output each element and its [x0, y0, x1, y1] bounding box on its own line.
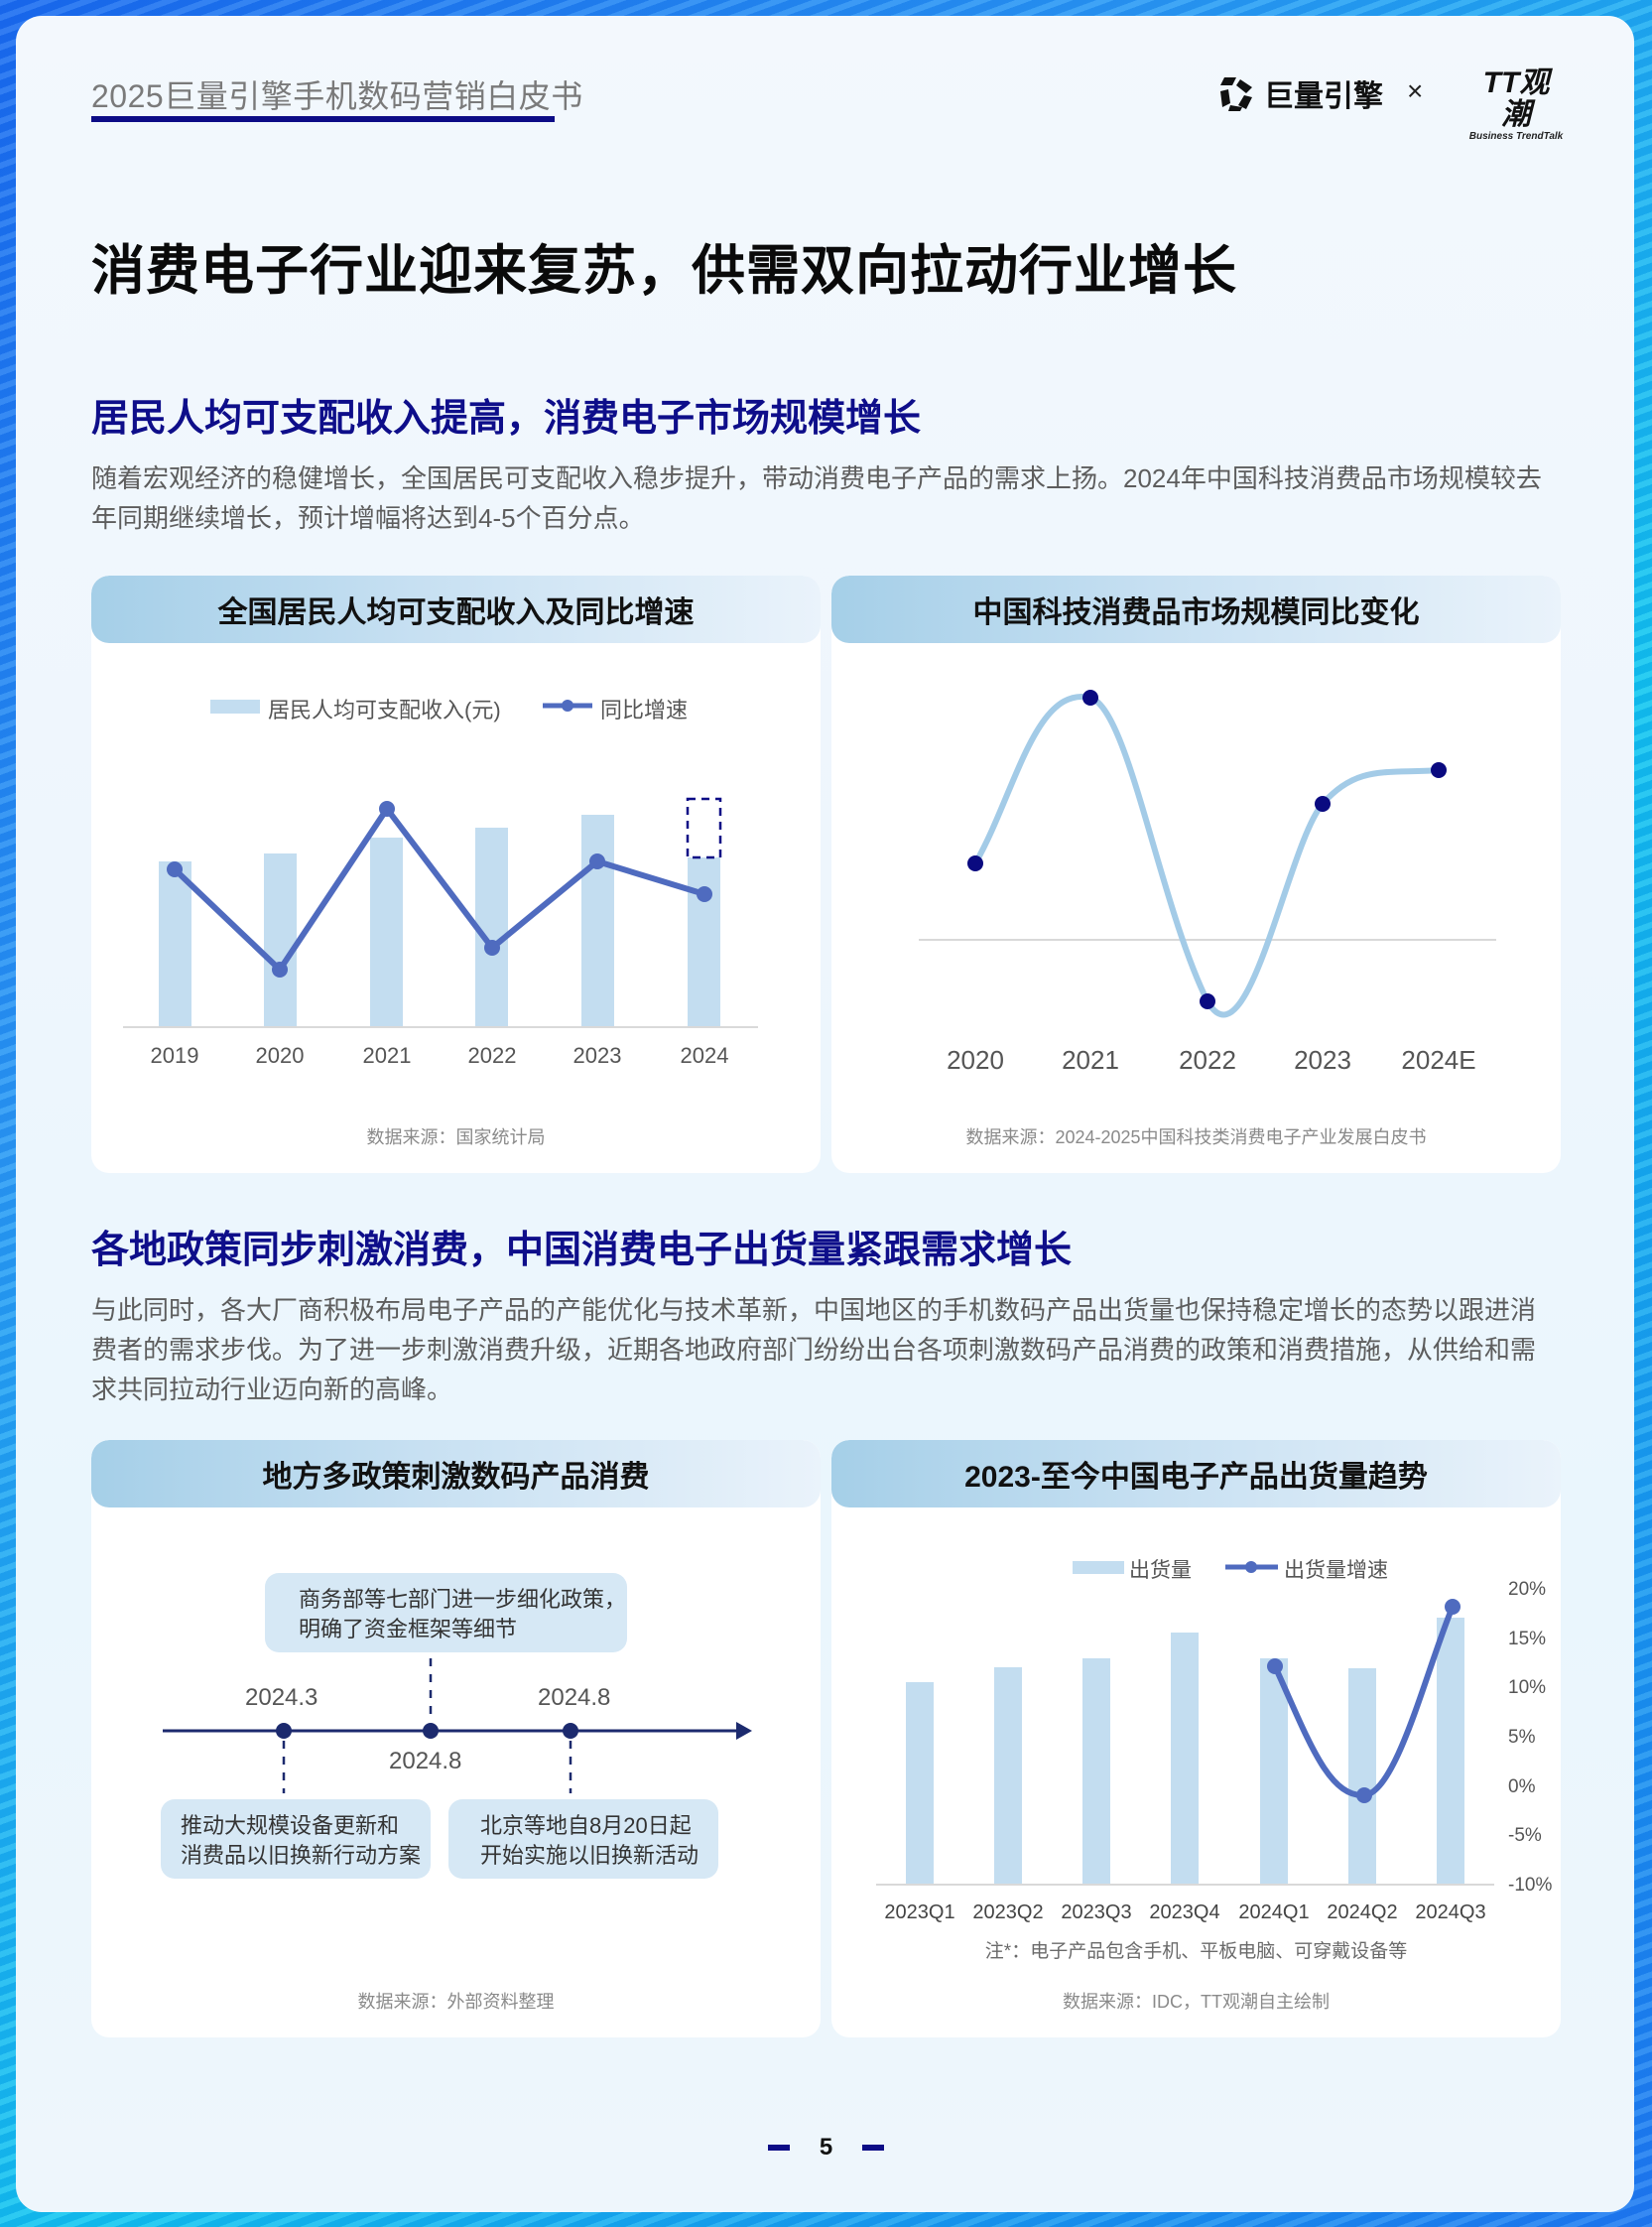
- legend-bar-swatch: [210, 700, 260, 714]
- ocean-engine-wordmark: 巨量引擎: [1264, 80, 1383, 113]
- income-bars: [159, 815, 720, 1026]
- svg-text:2023: 2023: [1294, 1045, 1351, 1075]
- event1-date: 2024.3: [245, 1684, 318, 1711]
- svg-text:2024Q2: 2024Q2: [1327, 1901, 1397, 1923]
- tt-subtitle: Business TrendTalk: [1468, 131, 1564, 142]
- policy-timeline-card: 地方多政策刺激数码产品消费 2024.3 2024.8 2024.8 商务部等七…: [91, 1440, 821, 2037]
- income-chart-title: 全国居民人均可支配收入及同比增速: [91, 576, 821, 643]
- page-number: 5: [0, 2134, 1652, 2162]
- market-chart: 2020 2021 2022 2023 2024E: [919, 690, 1496, 1075]
- estimate-dashed-box: [686, 797, 722, 859]
- svg-text:-5%: -5%: [1508, 1825, 1542, 1846]
- event2-date: 2024.8: [389, 1748, 462, 1774]
- shipments-chart-card: 2023-至今中国电子产品出货量趋势 20% 15% 10% 5% 0% -5% -10%…: [831, 1440, 1561, 2037]
- svg-text:2020: 2020: [256, 1043, 305, 1068]
- svg-text:2022: 2022: [468, 1043, 517, 1068]
- section2-title: 各地政策同步刺激消费，中国消费电子出货量紧跟需求增长: [91, 1230, 1073, 1271]
- shipments-source: 数据来源：IDC，TT观潮自主绘制: [1063, 1992, 1330, 2012]
- shipments-chart: 20% 15% 10% 5% 0% -5% -10% 2023Q1 2023Q2 2023Q3…: [876, 1561, 1552, 1923]
- svg-text:5%: 5%: [1508, 1727, 1536, 1748]
- svg-text:2022: 2022: [1179, 1045, 1236, 1075]
- page-dash-right: [862, 2145, 885, 2151]
- market-chart-source: 数据来源：2024-2025中国科技类消费电子产业发展白皮书: [965, 1127, 1427, 1147]
- section1-body: 随着宏观经济的稳健增长，全国居民可支配收入稳步提升，带动消费电子产品的需求上扬。…: [91, 463, 1542, 533]
- market-chart-card: 中国科技消费品市场规模同比变化 2020 2021 2022 2023 2024E 数…: [831, 576, 1561, 1173]
- income-chart: 2019 2020 2021 2022 2023 2024: [123, 700, 758, 1068]
- svg-text:-10%: -10%: [1508, 1875, 1552, 1896]
- svg-text:20%: 20%: [1508, 1579, 1546, 1600]
- document-title: 2025巨量引擎手机数码营销白皮书: [91, 78, 583, 114]
- tt-wordmark: TT观潮: [1482, 66, 1550, 131]
- market-markers: [967, 690, 1447, 1009]
- x-axis-labels: 2019 2020 2021 2022 2023 2024: [151, 1043, 729, 1068]
- shipments-note: 注*：电子产品包含手机、平板电脑、可穿戴设备等: [984, 1941, 1408, 1962]
- legend-bar-label: 居民人均可支配收入(元): [268, 698, 501, 722]
- svg-text:15%: 15%: [1508, 1629, 1546, 1649]
- event1-box: 推动大规模设备更新和 消费品以旧换新行动方案: [161, 1799, 431, 1879]
- timeline-arrow-icon: [736, 1722, 752, 1740]
- svg-text:2023Q3: 2023Q3: [1061, 1901, 1131, 1923]
- svg-text:2023: 2023: [573, 1043, 622, 1068]
- page-title: 消费电子行业迎来复苏，供需双向拉动行业增长: [91, 241, 1237, 301]
- policy-timeline-title: 地方多政策刺激数码产品消费: [91, 1440, 821, 1507]
- market-chart-title: 中国科技消费品市场规模同比变化: [831, 576, 1561, 643]
- page-number-value: 5: [819, 2134, 833, 2161]
- x-axis-labels: 2023Q1 2023Q2 2023Q3 2023Q4 2024Q1 2024Q2 202…: [884, 1901, 1485, 1923]
- legend-bar-swatch: [1073, 1561, 1124, 1574]
- income-chart-source: 数据来源：国家统计局: [366, 1127, 546, 1147]
- svg-text:2021: 2021: [1062, 1045, 1119, 1075]
- timeline-markers: [276, 1723, 578, 1739]
- policy-source: 数据来源：外部资料整理: [357, 1992, 555, 2012]
- svg-text:10%: 10%: [1508, 1677, 1546, 1698]
- ocean-engine-icon: [1220, 77, 1252, 111]
- event2-text-line1: 商务部等七部门进一步细化政策，: [299, 1587, 627, 1612]
- svg-text:0%: 0%: [1508, 1776, 1536, 1797]
- growth-line: [172, 806, 705, 973]
- income-chart-card: 全国居民人均可支配收入及同比增速 2019 2020 2021 2022 2023 20…: [91, 576, 821, 1173]
- event3-text-line1: 北京等地自8月20日起: [480, 1813, 692, 1838]
- event1-text-line1: 推动大规模设备更新和: [181, 1813, 400, 1838]
- x-axis-labels: 2020 2021 2022 2023 2024E: [947, 1045, 1476, 1075]
- page-dash-left: [767, 2145, 790, 2151]
- policy-timeline: [163, 1658, 752, 1793]
- y2-axis-labels: 20% 15% 10% 5% 0% -5% -10%: [1508, 1579, 1552, 1896]
- tt-trendtalk-logo: TT观潮 Business TrendTalk: [1468, 66, 1564, 143]
- market-curve: [972, 693, 1440, 1018]
- event2-box: 商务部等七部门进一步细化政策， 明确了资金框架等细节: [265, 1573, 627, 1652]
- event3-text-line2: 开始实施以旧换新活动: [480, 1843, 699, 1868]
- event1-text-line2: 消费品以旧换新行动方案: [181, 1843, 422, 1868]
- event2-text-line2: 明确了资金框架等细节: [299, 1617, 518, 1641]
- event3-box: 北京等地自8月20日起 开始实施以旧换新活动: [448, 1799, 718, 1879]
- svg-text:2024Q3: 2024Q3: [1415, 1901, 1485, 1923]
- ocean-engine-logo: 巨量引擎: [1216, 71, 1383, 115]
- shipments-chart-title: 2023-至今中国电子产品出货量趋势: [831, 1440, 1561, 1507]
- svg-text:2023Q1: 2023Q1: [884, 1901, 954, 1923]
- svg-text:2020: 2020: [947, 1045, 1004, 1075]
- legend-line-label: 出货量增速: [1284, 1559, 1388, 1582]
- section2-body: 与此同时，各大厂商积极布局电子产品的产能优化与技术革新，中国地区的手机数码产品出…: [91, 1295, 1537, 1404]
- title-underline: [91, 116, 555, 122]
- svg-text:2021: 2021: [363, 1043, 412, 1068]
- shipment-bars: [906, 1618, 1464, 1884]
- svg-text:2024E: 2024E: [1401, 1045, 1475, 1075]
- svg-text:2023Q4: 2023Q4: [1149, 1901, 1219, 1923]
- svg-text:2024: 2024: [681, 1043, 729, 1068]
- event3-date: 2024.8: [538, 1684, 611, 1711]
- svg-text:2019: 2019: [151, 1043, 199, 1068]
- legend-line-label: 同比增速: [600, 698, 689, 722]
- collab-separator: ×: [1407, 75, 1424, 106]
- legend-bar-label: 出货量: [1129, 1559, 1192, 1582]
- svg-text:2023Q2: 2023Q2: [972, 1901, 1043, 1923]
- svg-text:2024Q1: 2024Q1: [1238, 1901, 1309, 1923]
- section1-title: 居民人均可支配收入提高，消费电子市场规模增长: [91, 398, 922, 440]
